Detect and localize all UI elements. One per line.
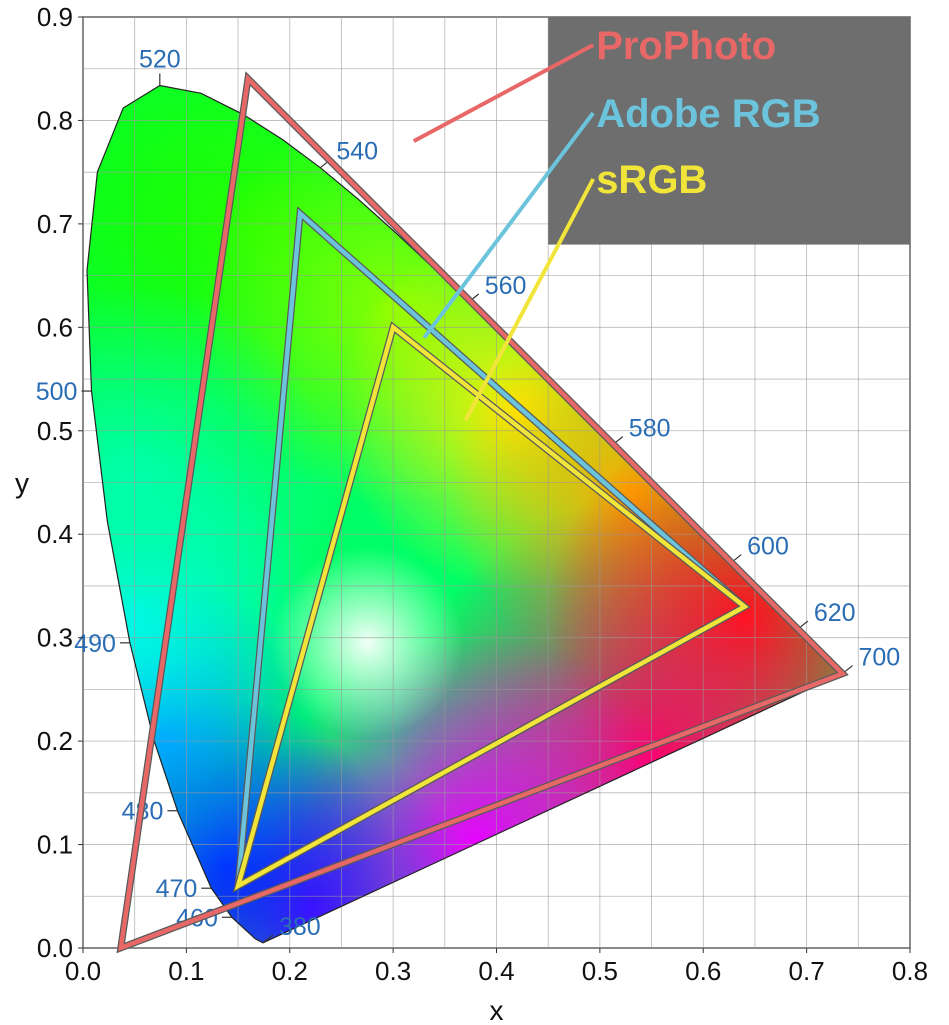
wavelength-label: 470	[156, 875, 198, 903]
x-tick-label: 0.1	[168, 956, 204, 986]
wavelength-label: 540	[336, 138, 378, 166]
y-tick-label: 0.1	[37, 830, 73, 860]
wavelength-label: 700	[858, 644, 900, 672]
y-tick-label: 0.2	[37, 726, 73, 756]
x-axis-title: x	[490, 995, 504, 1025]
axes: 0.0 0.1 0.2 0.3 0.4 0.5 0.6 0.7 0.8 0.0 0.1 0.2 0.3 0…	[15, 2, 928, 1025]
y-tick-label: 0.6	[37, 312, 73, 342]
legend-box	[548, 17, 910, 245]
legend-leader-line	[463, 178, 595, 422]
wavelength-label: 380	[279, 913, 321, 941]
x-tick-label: 0.2	[272, 956, 308, 986]
x-tick-label: 0.4	[478, 956, 514, 986]
gamut-triangle-prophoto	[118, 73, 847, 952]
legend-leader-line	[412, 43, 595, 143]
y-tick-label: 0.3	[37, 623, 73, 653]
x-tick-label: 0.8	[892, 956, 928, 986]
wavelength-tick	[262, 934, 274, 944]
wavelength-label: 560	[485, 272, 527, 300]
x-tick-label: 0.6	[685, 956, 721, 986]
legend-leader-line	[422, 111, 595, 339]
y-tick-label: 0.7	[37, 209, 73, 239]
x-tick-label: 0.3	[375, 956, 411, 986]
wavelength-label: 600	[747, 533, 789, 561]
legend-entry-srgb: sRGB	[596, 158, 707, 202]
grid	[82, 16, 911, 949]
legend: ProPhoto Adobe RGB sRGB	[412, 17, 910, 422]
wavelength-label: 520	[139, 45, 181, 73]
wavelength-label: 500	[36, 378, 78, 406]
y-tick-label: 0.4	[37, 519, 73, 549]
wavelength-label: 620	[814, 599, 856, 627]
gamut-triangles	[116, 71, 849, 954]
x-tick-label: 0.0	[65, 956, 101, 986]
y-tick-label: 0.9	[37, 2, 73, 32]
legend-entry-adobe-rgb: Adobe RGB	[596, 92, 820, 136]
legend-entry-prophoto: ProPhoto	[596, 24, 776, 68]
x-tick-label: 0.5	[582, 956, 618, 986]
y-tick-label: 0.8	[37, 105, 73, 135]
y-tick-label: 0.5	[37, 416, 73, 446]
y-tick-label: 0.0	[37, 933, 73, 963]
white-point-glow	[253, 456, 554, 757]
y-axis-title: y	[15, 468, 29, 499]
wavelength-label: 490	[74, 630, 116, 658]
gamut-triangle-srgb	[234, 323, 749, 891]
x-tick-label: 0.7	[789, 956, 825, 986]
wavelength-label: 580	[629, 415, 671, 443]
